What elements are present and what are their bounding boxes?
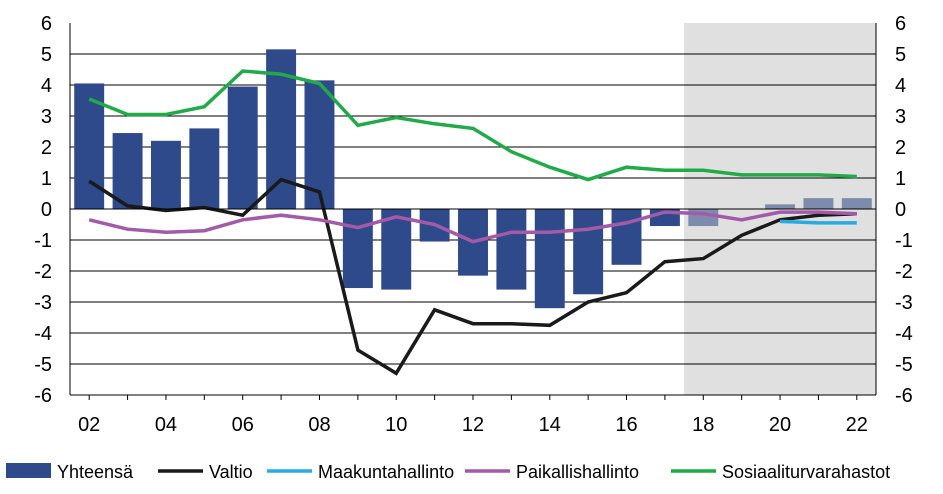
y-tick-left: -4: [34, 323, 52, 345]
y-tick-left: -1: [34, 230, 52, 252]
y-tick-left: 6: [41, 13, 52, 35]
x-tick-label: 12: [462, 414, 484, 436]
x-tick-label: 08: [308, 414, 330, 436]
y-tick-right: 0: [895, 199, 906, 221]
y-tick-right: 2: [895, 137, 906, 159]
y-tick-left: -5: [34, 354, 52, 376]
y-tick-right: -2: [895, 261, 913, 283]
bar-20: [765, 204, 796, 209]
series-line-maakuntahallinto: [779, 219, 857, 225]
bar-04: [150, 140, 181, 209]
y-tick-right: -5: [895, 354, 913, 376]
bar-15: [573, 209, 604, 295]
y-tick-left: 1: [41, 168, 52, 190]
bar-03: [112, 133, 143, 209]
y-tick-left: 4: [41, 75, 52, 97]
y-tick-left: -6: [34, 385, 52, 407]
y-tick-left: 3: [41, 106, 52, 128]
x-tick-label: 10: [385, 414, 407, 436]
bar-22: [841, 198, 872, 209]
y-tick-right: -3: [895, 292, 913, 314]
y-tick-right: 1: [895, 168, 906, 190]
y-tick-right: 4: [895, 75, 906, 97]
x-tick-label: 18: [692, 414, 714, 436]
legend-swatch-yhteensä: [6, 463, 51, 478]
y-tick-left: 2: [41, 137, 52, 159]
y-axis-left: -6 -5 -4 -3 -2 -1 0 1 2 3 4 5 6: [34, 13, 52, 407]
y-tick-right: 3: [895, 106, 906, 128]
x-tick-label: 04: [155, 414, 177, 436]
x-tick-label: 02: [78, 414, 100, 436]
y-tick-left: 5: [41, 44, 52, 66]
legend-label: Sosiaaliturvarahastot: [722, 462, 890, 482]
legend-label: Maakuntahallinto: [318, 462, 454, 482]
y-tick-left: -2: [34, 261, 52, 283]
y-tick-right: -6: [895, 385, 913, 407]
y-tick-right: -4: [895, 323, 913, 345]
y-tick-right: 6: [895, 13, 906, 35]
bar-14: [534, 209, 565, 309]
legend: Yhteensä Valtio Maakuntahallinto Paikallish…: [6, 462, 890, 482]
bar-10: [381, 209, 412, 290]
x-axis: 02 04 06 08 10 12 14 16 18 20 22: [78, 395, 868, 436]
legend-label: Paikallishallinto: [516, 462, 639, 482]
series-line-valtio: [88, 177, 857, 376]
bar-16: [611, 209, 642, 265]
bar-13: [496, 209, 527, 290]
bar-21: [803, 198, 834, 209]
bar-06: [227, 86, 258, 209]
y-tick-left: -3: [34, 292, 52, 314]
legend-label: Yhteensä: [57, 462, 134, 482]
y-tick-right: 5: [895, 44, 906, 66]
y-tick-left: 0: [41, 199, 52, 221]
lines: [88, 69, 857, 376]
legend-label: Valtio: [209, 462, 253, 482]
y-tick-right: -1: [895, 230, 913, 252]
x-tick-label: 16: [615, 414, 637, 436]
y-axis-right: -6 -5 -4 -3 -2 -1 0 1 2 3 4 5 6: [895, 13, 913, 407]
bars-yhteensa: [74, 49, 872, 309]
x-tick-label: 14: [539, 414, 561, 436]
x-tick-label: 20: [769, 414, 791, 436]
series-line-sosiaaliturvarahastot: [88, 69, 857, 182]
bar-05: [189, 128, 220, 209]
bar-09: [342, 209, 373, 289]
x-tick-label: 22: [846, 414, 868, 436]
series-line-paikallishallinto: [88, 210, 857, 244]
x-tick-label: 06: [232, 414, 254, 436]
